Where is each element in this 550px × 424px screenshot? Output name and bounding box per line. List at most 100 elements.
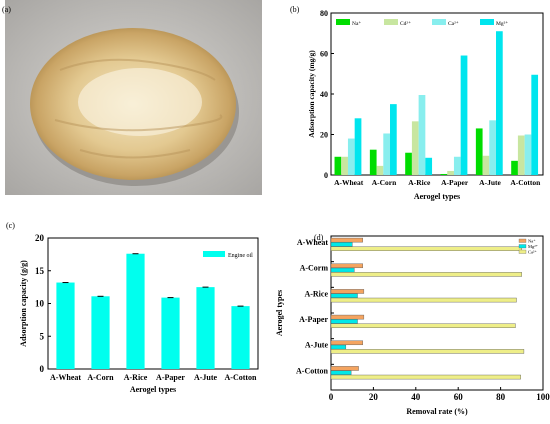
bar [330,246,523,251]
legend-label: Na⁺ [528,239,536,244]
y-tick-label: A-Paper [299,315,328,324]
y-tick-label: 0 [40,364,45,374]
legend-swatch [432,19,446,25]
y-tick-label: 15 [35,266,45,276]
x-axis-label: Aerogel types [130,385,176,394]
bar [56,282,75,369]
bar [517,135,525,175]
x-tick-label: 0 [329,392,334,402]
legend-label: Mg²⁺ [528,244,539,249]
bar [482,155,490,175]
y-tick-label: A-Jute [305,341,329,350]
y-axis-label: Adsorption capacity (mg/g) [307,50,316,138]
legend-label: Ca²⁺ [528,250,537,255]
bar [447,170,454,175]
bar [126,253,145,369]
y-tick-label: A-Wheat [297,238,328,247]
legend-swatch [384,19,398,25]
x-tick-label: A-Paper [441,178,469,187]
bar [330,267,355,273]
legend-swatch [518,249,527,254]
y-tick-label: A-Cotton [296,366,329,375]
x-tick-label: A-Rice [124,373,148,382]
panel-c-label: (c) [6,221,15,230]
bar [531,74,539,175]
bar [405,152,412,175]
x-tick-label: A-Jute [479,178,501,187]
x-tick-label: 80 [496,392,506,402]
legend-label: Cd²⁺ [400,20,411,27]
x-tick-label: A-Cotton [225,373,258,382]
bar [489,120,497,175]
x-tick-label: A-Rice [408,178,431,187]
x-tick-label: A-Jute [194,373,218,382]
bar [330,263,363,269]
x-tick-label: A-Corn [87,373,114,382]
bar [231,306,250,369]
bar [330,340,363,346]
x-axis-label: Removal rate (%) [406,407,468,416]
bar [330,319,358,324]
y-axis-label: Adsorption capacity (g/g) [19,260,28,347]
panel-a-label: (a) [2,5,11,14]
bar [330,242,353,247]
y-axis-label: Aerogel types [275,290,284,336]
x-tick-label: 100 [536,392,550,402]
bar [334,156,342,175]
bar [330,344,347,350]
x-tick-label: A-Wheat [334,178,364,187]
legend-swatch [336,19,350,25]
bar [376,165,384,175]
y-tick-label: 20 [35,233,45,243]
bar [411,121,419,175]
aerogel-surface-highlight [78,68,202,136]
aerogel-texture [54,58,223,159]
bar [330,323,516,328]
bar [341,156,348,175]
x-tick-label: A-Corn [372,178,397,187]
bar [161,297,180,369]
bar [347,138,355,175]
bar [330,370,352,376]
legend-swatch [480,19,494,25]
bar [496,31,503,175]
x-tick-label: A-Cotton [510,178,541,187]
legend-swatch [203,251,225,257]
x-tick-label: A-Wheat [50,373,81,382]
bar [330,289,365,294]
plot-frame [330,235,544,391]
bar [330,374,521,380]
y-tick-label: 10 [35,299,45,309]
bar [383,133,391,175]
legend-label: Mg²⁺ [496,20,508,27]
legend-label: Na⁺ [352,20,361,27]
legend-label: Engine oil [228,253,253,259]
x-axis-label: Aerogel types [414,192,460,201]
y-tick-label: A-Rice [304,289,328,298]
bar [453,156,461,175]
bar [354,118,362,175]
y-tick-label: A-Corm [300,264,329,273]
bar [425,157,433,175]
panel-d-label: (d) [314,233,324,242]
y-tick-label: 20 [320,131,328,140]
bar [330,237,363,243]
bar [390,104,397,175]
bar [369,149,377,175]
bar [330,366,359,371]
x-tick-label: A-Paper [156,373,185,382]
legend-swatch [518,244,527,249]
y-tick-label: 80 [320,9,328,18]
bar [475,128,483,175]
bar [91,296,110,369]
bar [460,55,468,175]
bar [440,173,448,175]
y-tick-label: 0 [324,171,328,180]
legend-label: Ca²⁺ [448,20,459,27]
x-tick-label: 40 [411,392,421,402]
bar [418,95,426,175]
